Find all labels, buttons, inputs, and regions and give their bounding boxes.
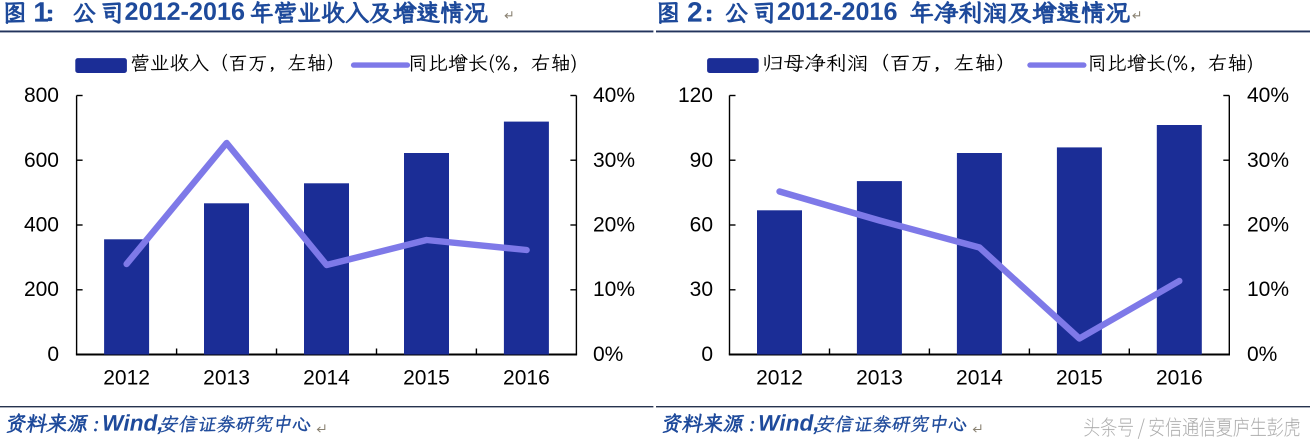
svg-text:90: 90 — [690, 149, 713, 172]
svg-text:10%: 10% — [593, 278, 635, 301]
svg-text:2015: 2015 — [403, 366, 450, 389]
svg-text:30%: 30% — [593, 149, 635, 172]
svg-text:2014: 2014 — [303, 366, 350, 389]
svg-text:60: 60 — [690, 214, 713, 237]
svg-text:30%: 30% — [1247, 149, 1289, 172]
svg-text:40%: 40% — [593, 84, 635, 107]
svg-text:0%: 0% — [593, 343, 623, 366]
svg-text:20%: 20% — [1247, 214, 1289, 237]
svg-text:30: 30 — [690, 278, 713, 301]
svg-text:2015: 2015 — [1056, 366, 1103, 389]
svg-text:2012: 2012 — [103, 366, 150, 389]
svg-text:0: 0 — [47, 343, 59, 366]
svg-text:10%: 10% — [1247, 278, 1289, 301]
svg-text:40%: 40% — [1247, 84, 1289, 107]
svg-text:200: 200 — [24, 278, 59, 301]
svg-text:400: 400 — [24, 214, 59, 237]
svg-text:2016: 2016 — [1156, 366, 1203, 389]
svg-text:0: 0 — [701, 343, 713, 366]
svg-text:2013: 2013 — [856, 366, 903, 389]
svg-text:2014: 2014 — [956, 366, 1003, 389]
svg-text:800: 800 — [24, 84, 59, 107]
svg-text:20%: 20% — [593, 214, 635, 237]
svg-text:2013: 2013 — [203, 366, 250, 389]
svg-text:120: 120 — [678, 84, 713, 107]
svg-text:2012: 2012 — [756, 366, 803, 389]
svg-text:2016: 2016 — [503, 366, 550, 389]
svg-text:600: 600 — [24, 149, 59, 172]
svg-text:0%: 0% — [1247, 343, 1277, 366]
